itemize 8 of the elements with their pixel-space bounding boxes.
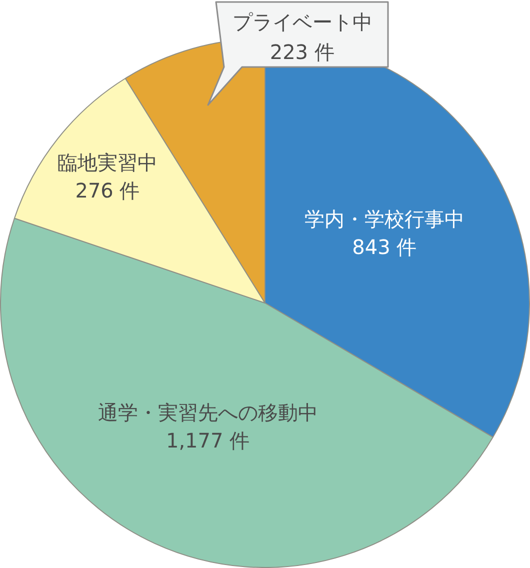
slice-label: プライベート中 [232, 10, 372, 34]
data-label: 843 件 [352, 234, 417, 259]
data-label: 223 件 [270, 40, 334, 64]
slice-label: 通学・実習先への移動中 [98, 400, 318, 424]
slice-label: 学内・学校行事中 [304, 206, 464, 231]
data-label: 276 件 [75, 178, 140, 202]
data-label: 1,177 件 [166, 428, 250, 452]
slice-label: 臨地実習中 [57, 150, 158, 174]
